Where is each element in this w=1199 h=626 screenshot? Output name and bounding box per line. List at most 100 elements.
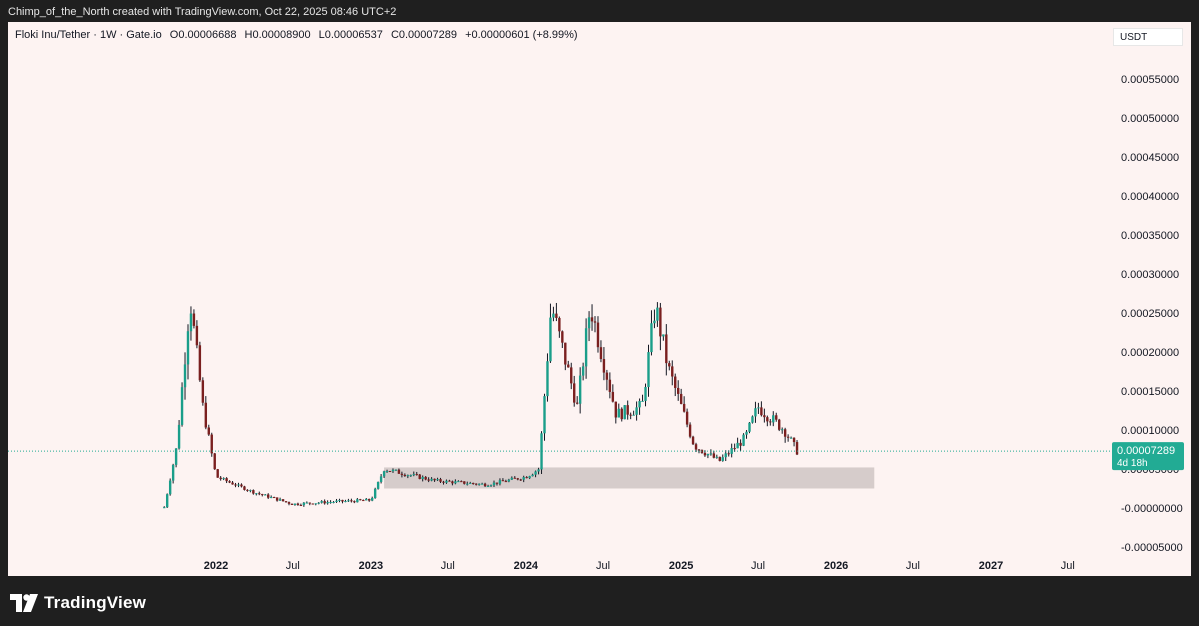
- candle-body: [772, 415, 775, 423]
- candle-body: [674, 376, 677, 388]
- candle-body: [495, 482, 499, 484]
- candle-body: [543, 396, 546, 434]
- candle-body: [596, 322, 600, 348]
- candle-body: [697, 449, 701, 451]
- candle-body: [219, 477, 222, 480]
- price-tick-label: 0.00040000: [1121, 191, 1179, 203]
- candle-body: [778, 419, 781, 430]
- candle-body: [418, 474, 421, 479]
- candle-body: [332, 501, 335, 503]
- candle-body: [391, 469, 395, 472]
- candle-body: [472, 482, 475, 484]
- candle-body: [638, 401, 641, 408]
- candle-body: [694, 444, 698, 450]
- candle-body: [442, 481, 445, 483]
- candle-body: [751, 416, 754, 423]
- candle-body: [739, 442, 742, 446]
- candle-body: [385, 471, 389, 473]
- candle-body: [388, 471, 392, 473]
- currency-button[interactable]: USDT: [1113, 28, 1183, 46]
- candle-body: [308, 502, 311, 504]
- candle-body: [528, 476, 531, 479]
- price-tick-label: -0.00005000: [1121, 542, 1183, 554]
- candle-body: [397, 469, 401, 474]
- candle-body: [329, 501, 332, 503]
- candle-body: [611, 391, 615, 402]
- candle-body: [602, 359, 606, 373]
- candle-body: [243, 486, 246, 490]
- candle-body: [269, 497, 273, 499]
- candle-body: [439, 479, 442, 482]
- time-tick-label: 2022: [204, 560, 228, 572]
- candle-body: [445, 480, 448, 483]
- price-tick-label: -0.00000000: [1121, 503, 1183, 515]
- candle-body: [323, 501, 326, 504]
- candle-body: [489, 485, 493, 487]
- candle-body: [510, 477, 514, 480]
- candle-body: [249, 490, 252, 492]
- candle-body: [240, 484, 243, 487]
- candle-body: [189, 313, 193, 332]
- candle-body: [222, 478, 225, 480]
- candle-body: [679, 393, 683, 404]
- candle-body: [216, 469, 219, 478]
- time-tick-label: Jul: [1061, 560, 1075, 572]
- candle-body: [795, 442, 799, 455]
- candle-body: [382, 471, 386, 477]
- time-tick-label: Jul: [596, 560, 610, 572]
- candle-body: [460, 481, 463, 483]
- candle-body: [296, 503, 300, 506]
- ohlc-legend: Floki Inu/Tether · 1W · Gate.io O0.00006…: [15, 29, 583, 41]
- candle-body: [682, 403, 686, 412]
- candle-body: [287, 502, 291, 504]
- candle-body: [748, 422, 751, 432]
- candle-body: [564, 342, 567, 365]
- candle-body: [451, 481, 454, 484]
- candle-body: [593, 321, 597, 323]
- tradingview-logo-icon: [10, 594, 38, 612]
- price-axis[interactable]: 0.00055000 0.00050000 0.00045000 0.00040000…: [1121, 74, 1183, 554]
- candle-body: [736, 442, 739, 449]
- candle-body: [168, 480, 172, 495]
- candle-body: [180, 387, 184, 425]
- candle-body: [275, 497, 279, 501]
- candle-body: [281, 499, 285, 502]
- candle-body: [293, 503, 297, 505]
- candle-body: [207, 427, 210, 435]
- last-price-value: 0.00007289: [1117, 445, 1175, 457]
- candle-body: [498, 480, 502, 484]
- candle-body: [662, 334, 665, 337]
- time-axis[interactable]: 2022 Jul 2023 Jul 2024 Jul 2025 Jul 2026 Jul 2027 J…: [204, 560, 1075, 572]
- price-chart[interactable]: 0.00055000 0.00050000 0.00045000 0.00040000…: [8, 22, 1191, 576]
- candle-body: [430, 478, 433, 481]
- candle-body: [237, 484, 240, 486]
- time-tick-label: 2027: [979, 560, 1003, 572]
- candle-body: [192, 313, 196, 326]
- candle-body: [635, 407, 638, 415]
- candle-body: [177, 424, 181, 449]
- symbol-label[interactable]: Floki Inu/Tether · 1W · Gate.io: [15, 29, 162, 41]
- bar-countdown: 4d 18h: [1117, 458, 1148, 469]
- candle-body: [578, 375, 582, 404]
- candle-body: [373, 488, 377, 499]
- candle-body: [394, 469, 398, 471]
- candle-body: [534, 471, 537, 475]
- candle-body: [590, 317, 594, 322]
- candle-body: [258, 493, 261, 495]
- time-tick-label: Jul: [441, 560, 455, 572]
- candle-body: [685, 411, 689, 425]
- candle-body: [549, 317, 552, 362]
- candle-body: [709, 453, 713, 455]
- candle-body: [745, 431, 748, 435]
- candle-body: [261, 494, 264, 496]
- candle-body: [555, 313, 558, 318]
- candle-body: [757, 407, 760, 409]
- candle-body: [671, 366, 674, 377]
- candle-body: [272, 497, 276, 499]
- candle-body: [632, 414, 635, 416]
- candle-body: [477, 483, 481, 485]
- candle-body: [305, 502, 309, 504]
- candle-body: [421, 476, 424, 479]
- candle-body: [605, 372, 609, 380]
- candle-body: [400, 473, 404, 475]
